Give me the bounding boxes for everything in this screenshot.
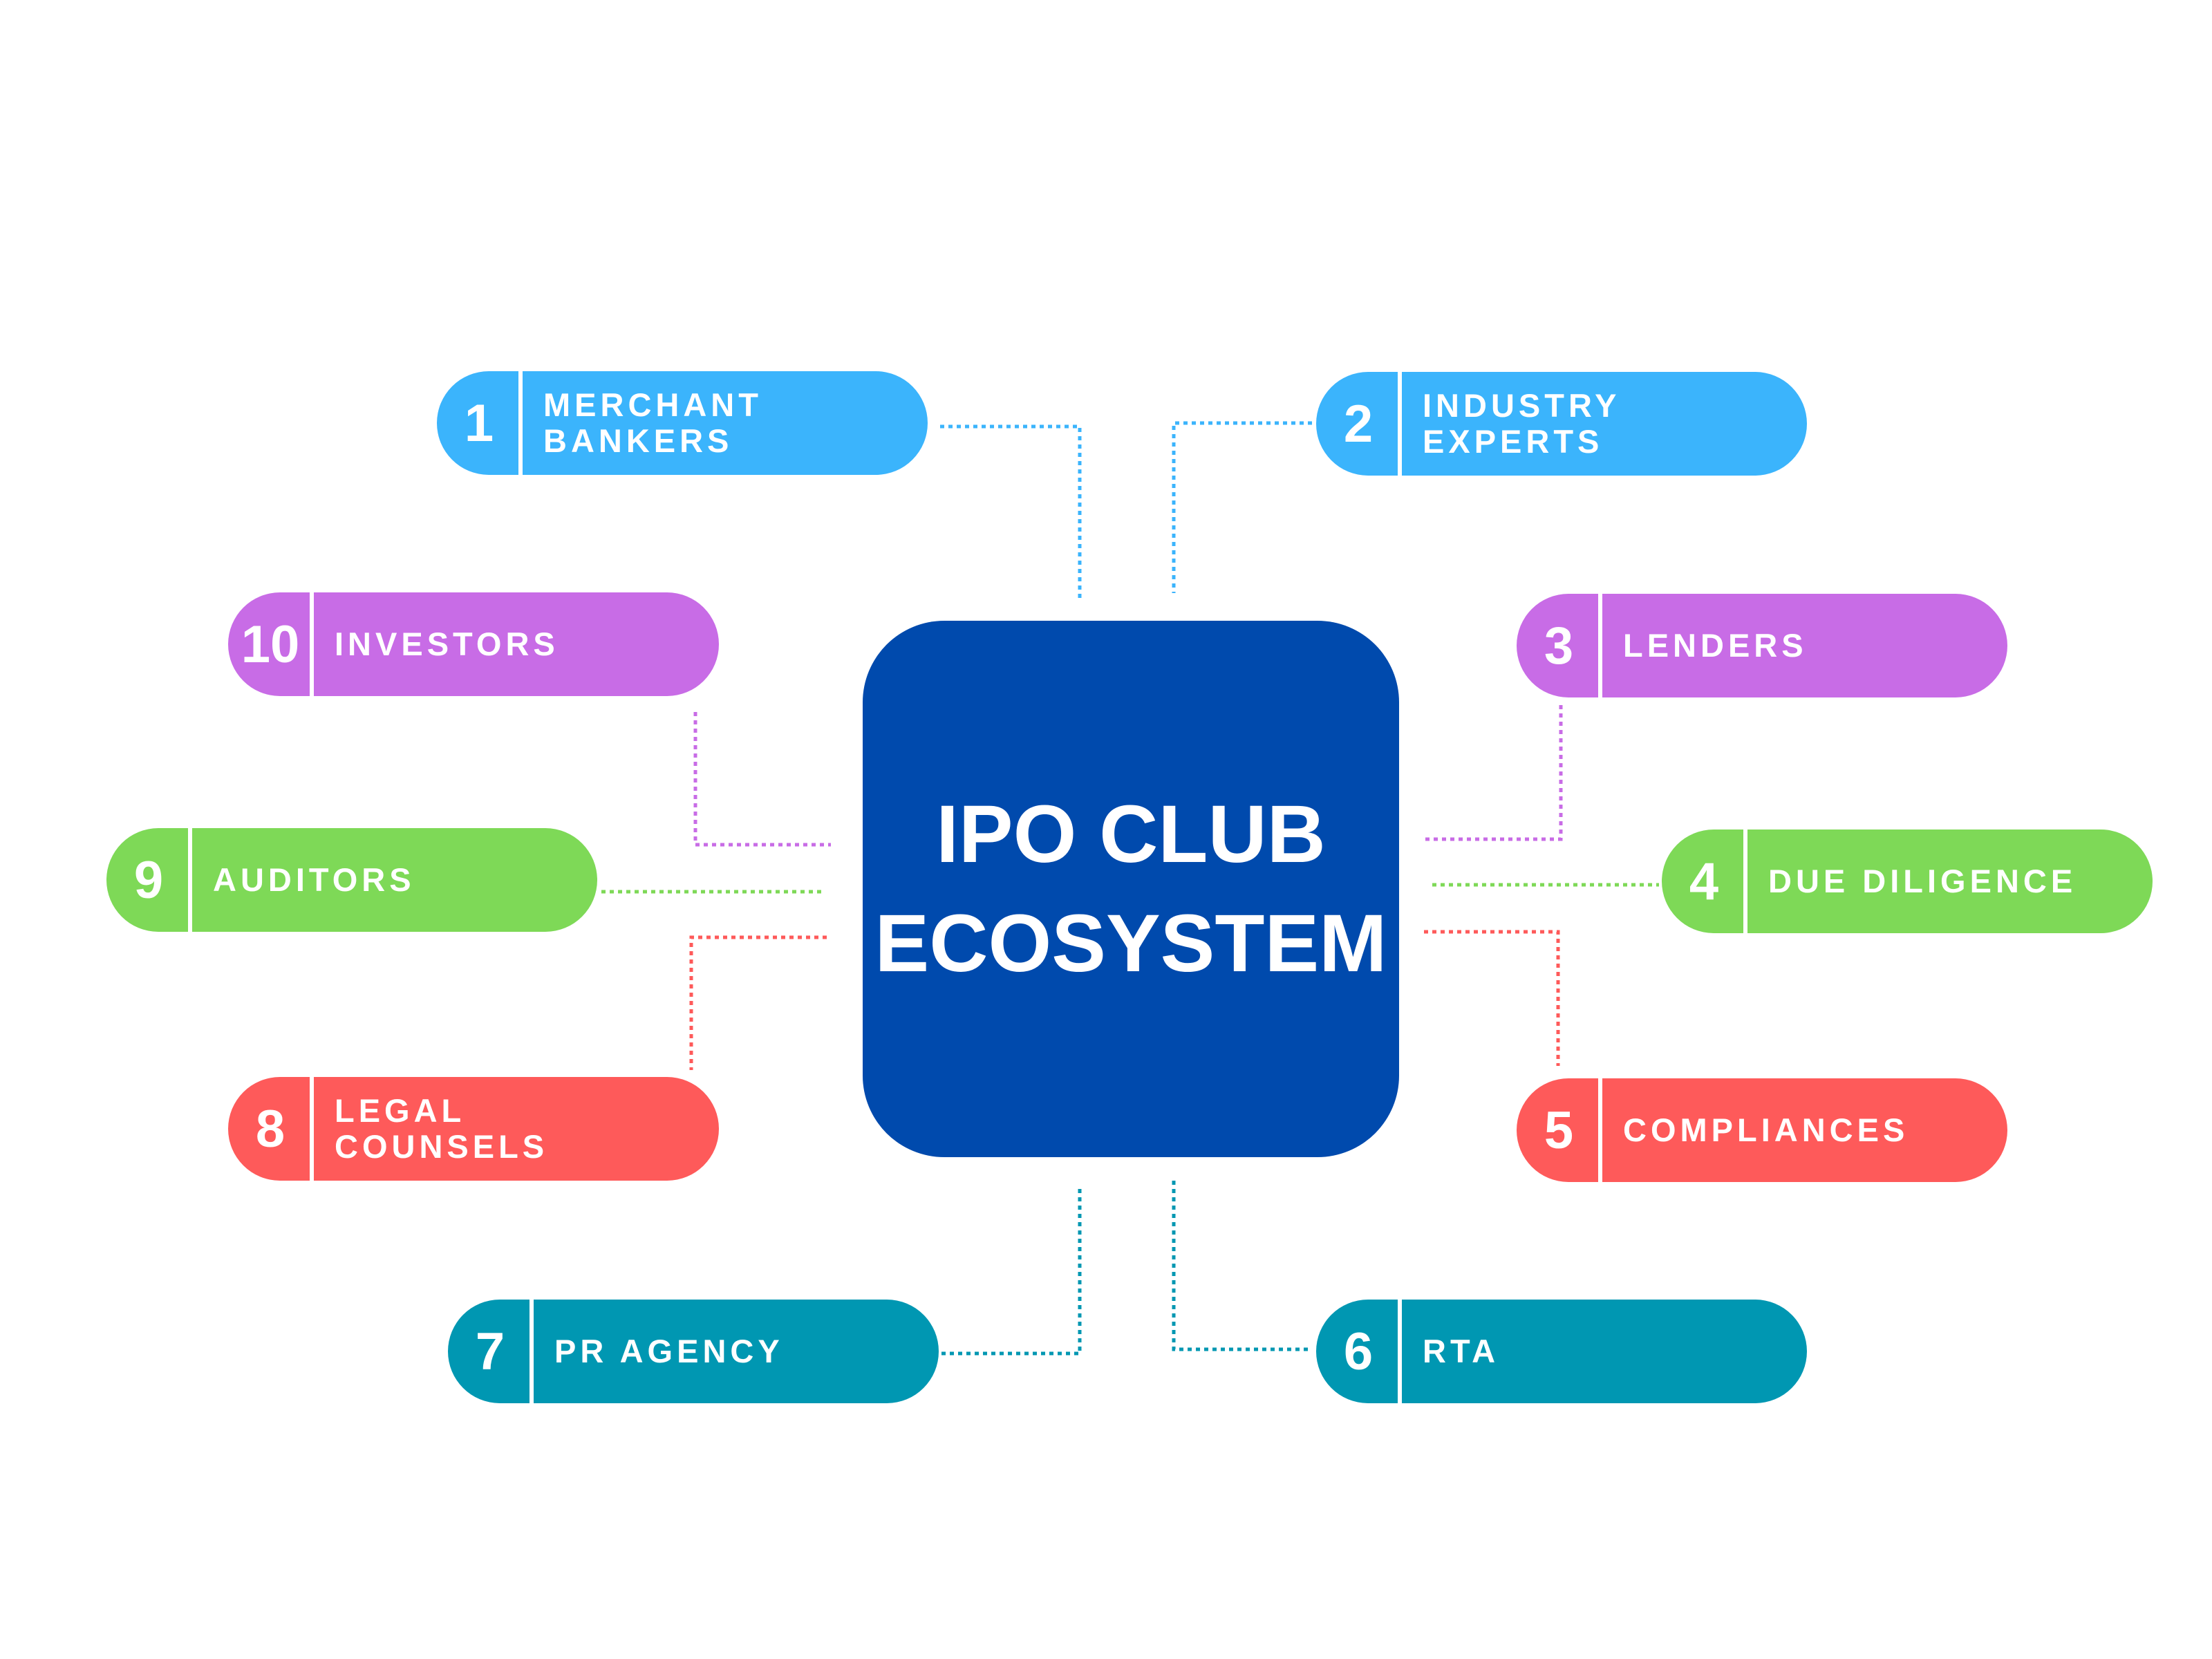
node-divider: [1598, 594, 1602, 697]
node-legal-counsels: 8 LEGAL COUNSELS: [228, 1077, 719, 1181]
node-divider: [1398, 1300, 1402, 1403]
node-divider: [188, 828, 192, 932]
hub-title-line1: IPO CLUB: [936, 789, 1326, 880]
node-label-line1: INDUSTRY: [1423, 387, 1621, 424]
node-number: 7: [475, 1322, 505, 1381]
connector-2: [1172, 421, 1312, 593]
node-label-line2: EXPERTS: [1423, 423, 1604, 460]
node-number: 8: [255, 1099, 285, 1159]
node-divider: [1598, 1078, 1602, 1182]
node-divider: [518, 371, 523, 475]
node-label: INVESTORS: [335, 592, 694, 696]
node-number: 9: [133, 850, 164, 910]
connector-6: [1172, 1181, 1312, 1351]
connector-3: [1425, 705, 1563, 841]
connector-10: [693, 712, 831, 847]
node-label: DUE DILIGENCE: [1768, 830, 2128, 933]
node-pr-agency: 7 PR AGENCY: [448, 1300, 939, 1403]
node-label-line1: LEGAL: [335, 1092, 466, 1129]
connector-1: [940, 424, 1082, 599]
node-label-line1: COMPLIANCES: [1623, 1112, 1909, 1148]
node-divider: [310, 592, 314, 696]
node-number: 10: [241, 615, 300, 674]
node-divider: [529, 1300, 534, 1403]
node-label: COMPLIANCES: [1623, 1078, 1983, 1182]
node-divider: [1398, 372, 1402, 476]
node-label: LEGAL COUNSELS: [335, 1077, 694, 1181]
node-label-line1: AUDITORS: [213, 861, 415, 898]
connector-7: [940, 1189, 1082, 1356]
node-label-line1: LENDERS: [1623, 627, 1808, 664]
node-label-line1: INVESTORS: [335, 626, 559, 662]
node-label-line1: MERCHANT: [543, 386, 762, 423]
node-label: MERCHANT BANKERS: [543, 371, 903, 475]
node-number: 3: [1544, 616, 1574, 675]
node-lenders: 3 LENDERS: [1517, 594, 2007, 697]
node-label: RTA: [1423, 1300, 1782, 1403]
node-number: 2: [1343, 394, 1374, 453]
node-auditors: 9 AUDITORS: [106, 828, 597, 932]
node-number: 6: [1343, 1322, 1374, 1381]
node-label-line2: COUNSELS: [335, 1128, 549, 1165]
node-merchant-bankers: 1 MERCHANT BANKERS: [437, 371, 928, 475]
hub-box: IPO CLUB ECOSYSTEM: [863, 621, 1399, 1157]
node-due-diligence: 4 DUE DILIGENCE: [1662, 830, 2153, 933]
node-divider: [310, 1077, 314, 1181]
node-number: 4: [1689, 852, 1719, 911]
node-label-line1: RTA: [1423, 1333, 1500, 1369]
node-number: 5: [1544, 1100, 1574, 1160]
node-label-line1: PR AGENCY: [554, 1333, 784, 1369]
node-label: AUDITORS: [213, 828, 572, 932]
node-label-line1: DUE DILIGENCE: [1768, 863, 2077, 899]
node-number: 1: [464, 393, 494, 453]
node-compliances: 5 COMPLIANCES: [1517, 1078, 2007, 1182]
connector-8: [689, 935, 827, 1070]
hub-title-line2: ECOSYSTEM: [874, 898, 1387, 989]
node-label: PR AGENCY: [554, 1300, 914, 1403]
node-rta: 6 RTA: [1316, 1300, 1807, 1403]
node-investors: 10 INVESTORS: [228, 592, 719, 696]
node-label-line2: BANKERS: [543, 422, 733, 459]
node-label: LENDERS: [1623, 594, 1983, 697]
node-industry-experts: 2 INDUSTRY EXPERTS: [1316, 372, 1807, 476]
node-label: INDUSTRY EXPERTS: [1423, 372, 1782, 476]
connector-5: [1424, 930, 1560, 1066]
node-divider: [1743, 830, 1747, 933]
